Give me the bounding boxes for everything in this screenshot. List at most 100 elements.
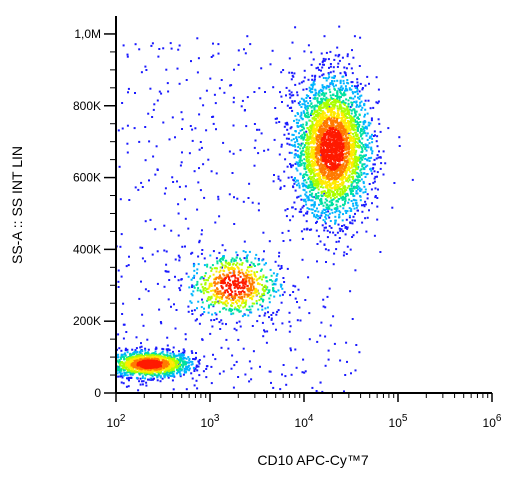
data-point [333,112,336,115]
data-point [251,283,254,286]
data-point [207,158,210,161]
data-point [237,309,240,312]
data-point [340,123,343,126]
data-point [315,221,317,224]
data-point [236,197,239,200]
data-point [311,192,314,195]
data-point [181,118,184,121]
data-point [172,373,175,376]
data-point [329,107,332,110]
data-point [355,137,358,140]
data-point [190,278,193,281]
data-point [356,81,359,84]
data-point [230,310,233,313]
data-point [320,69,322,72]
data-point [334,54,337,57]
data-point [319,215,322,218]
data-point [294,348,297,351]
data-point [166,82,169,85]
data-point [321,190,324,193]
data-point [320,90,323,93]
data-point [311,163,313,166]
data-point [183,370,186,372]
data-point [236,299,239,302]
data-point [179,373,182,376]
data-point [352,160,355,163]
data-point [154,173,157,176]
data-point [129,372,132,375]
data-point [314,174,317,177]
data-point [355,175,358,178]
data-point [228,297,231,300]
data-point [256,278,259,281]
data-point [355,190,358,193]
data-point [343,224,346,227]
data-point [292,284,295,287]
data-point [228,264,231,266]
data-point [375,140,378,143]
data-point [255,300,258,302]
data-point [261,321,264,324]
data-point [249,297,252,300]
data-point [319,137,322,140]
data-point [146,355,149,358]
data-point [331,80,333,82]
data-point [334,234,337,237]
data-point [172,366,175,369]
data-point [250,378,253,381]
data-point [289,347,292,350]
data-point [321,171,323,174]
data-point [341,56,344,59]
data-point [327,72,330,75]
data-point [241,315,244,318]
data-point [311,126,313,129]
data-point [331,201,333,204]
data-point [281,322,284,325]
data-point [349,248,352,251]
data-point [310,124,312,127]
data-point [343,251,346,254]
data-point [342,110,345,113]
data-point [329,189,332,192]
data-point [311,151,314,154]
data-point [227,294,230,297]
data-point [253,265,256,267]
data-point [278,121,281,123]
data-point [326,199,328,202]
data-point [361,221,364,224]
data-point [123,363,126,366]
data-point [126,348,129,351]
data-point [132,359,135,362]
data-point [211,313,214,316]
data-point [374,175,377,178]
data-point [204,289,207,292]
data-point [330,226,333,229]
data-point [344,89,346,92]
data-point [336,105,339,108]
data-point [121,102,124,104]
data-point [393,182,396,184]
data-point [346,79,349,81]
data-point [310,106,313,109]
data-point [332,119,335,122]
data-point [345,195,347,198]
data-point [342,134,344,137]
data-point [250,270,253,273]
data-point [320,201,323,203]
data-point [244,251,247,254]
data-point [272,386,275,389]
data-point [294,145,297,148]
data-point [309,193,311,196]
data-point [318,108,321,111]
data-point [356,145,359,147]
data-point [167,348,170,351]
data-point [204,283,207,286]
data-point [328,225,331,228]
data-point [206,299,209,302]
data-point [130,354,133,357]
data-point [313,132,316,135]
data-point [215,128,217,131]
data-point [216,260,219,263]
data-point [318,91,321,94]
data-point [189,300,192,303]
